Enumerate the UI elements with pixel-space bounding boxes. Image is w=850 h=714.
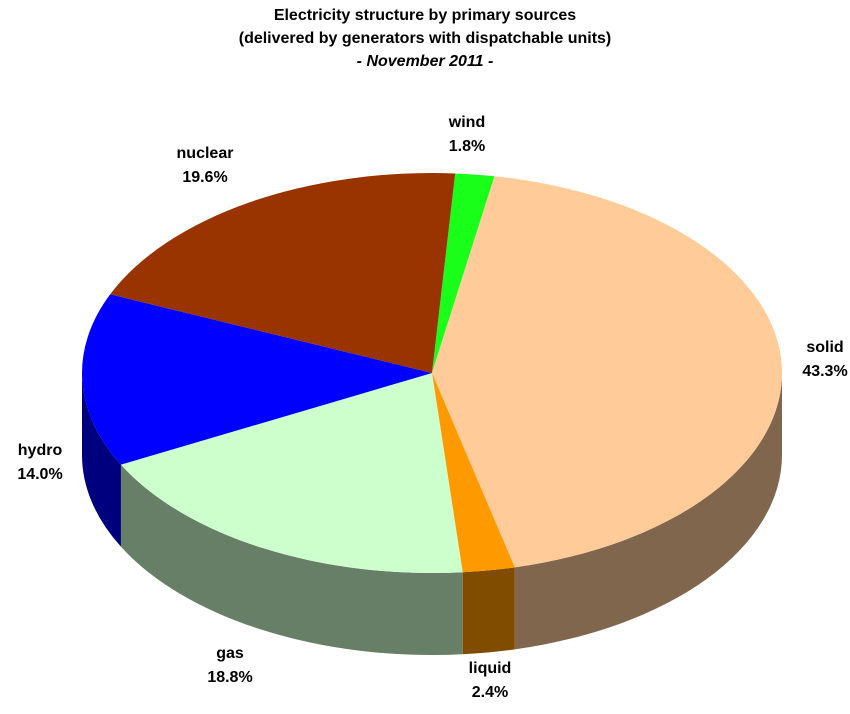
slice bbox=[432, 373, 515, 573]
slice-label: gas bbox=[216, 645, 244, 662]
chart-period: - November 2011 - bbox=[357, 53, 494, 70]
slice bbox=[110, 173, 456, 373]
slice-value: 19.6% bbox=[182, 169, 227, 186]
chart-title: Electricity structure by primary sources bbox=[274, 7, 576, 24]
slice-side bbox=[82, 373, 121, 547]
slice-label: solid bbox=[806, 339, 843, 356]
slice-label: wind bbox=[448, 114, 485, 131]
slice-side bbox=[462, 567, 515, 655]
slice-label: liquid bbox=[469, 660, 512, 677]
chart-subtitle: (delivered by generators with dispatchab… bbox=[239, 30, 612, 47]
slice-value: 2.4% bbox=[472, 684, 508, 701]
slice-label: nuclear bbox=[177, 145, 234, 162]
labels: wind 1.8% solid 43.3% liquid 2.4% gas 18.8% hydr… bbox=[17, 114, 847, 701]
slice-side bbox=[120, 464, 463, 655]
slice bbox=[432, 173, 495, 373]
slice bbox=[82, 294, 433, 465]
slice-side bbox=[514, 373, 783, 650]
slice-value: 43.3% bbox=[802, 363, 847, 380]
pie-tops bbox=[82, 173, 783, 573]
slice-label: hydro bbox=[18, 442, 63, 459]
slice-value: 1.8% bbox=[449, 138, 485, 155]
slice bbox=[120, 373, 463, 573]
pie-sides bbox=[82, 373, 783, 655]
slice-value: 14.0% bbox=[17, 466, 62, 483]
slice-value: 18.8% bbox=[207, 669, 252, 686]
slice bbox=[432, 176, 783, 568]
